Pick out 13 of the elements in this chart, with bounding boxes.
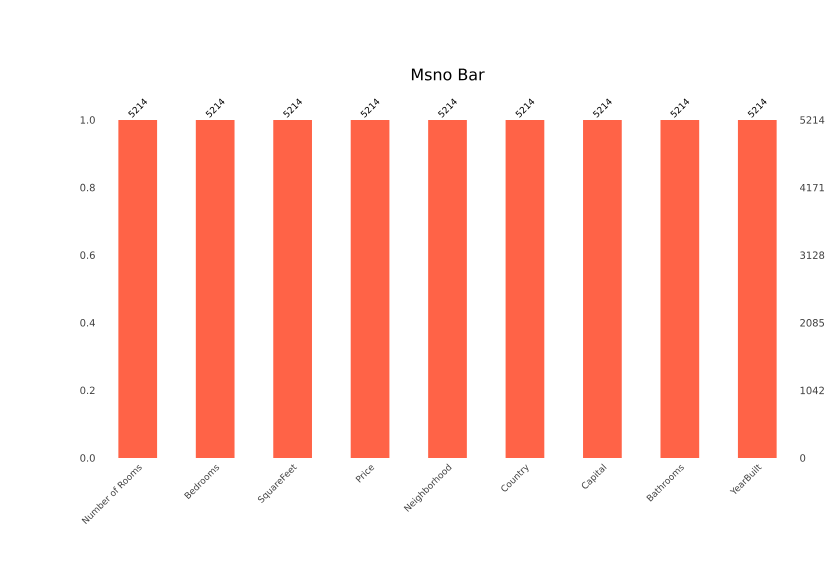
chart-title: Msno Bar bbox=[412, 68, 485, 80]
y2-tick-label: 3128 bbox=[800, 251, 824, 259]
y-tick-label: 1.0 bbox=[80, 116, 95, 124]
y-tick-label: 0.2 bbox=[80, 386, 94, 394]
y2-tick-label: 2085 bbox=[800, 319, 824, 327]
y2-tick-label: 1042 bbox=[800, 386, 824, 394]
y2-tick-label: 5214 bbox=[800, 116, 824, 124]
y-tick-label: 0.6 bbox=[80, 251, 95, 259]
y2-tick-label: 4171 bbox=[800, 184, 824, 192]
y-tick-label: 0.8 bbox=[80, 184, 95, 192]
y-tick-label: 0.4 bbox=[80, 319, 95, 327]
y2-tick-label: 0 bbox=[800, 454, 806, 462]
y-tick-label: 0.0 bbox=[80, 454, 95, 462]
